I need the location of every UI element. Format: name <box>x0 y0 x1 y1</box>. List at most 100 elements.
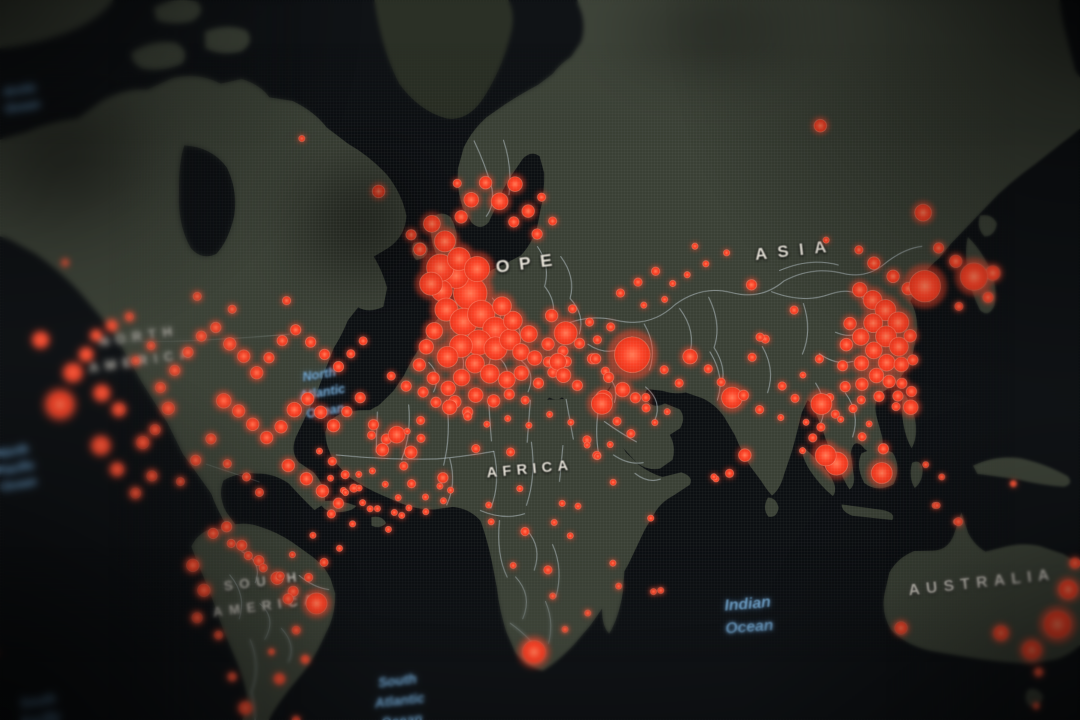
outbreak-dot[interactable] <box>421 493 430 501</box>
outbreak-dot[interactable] <box>555 367 572 383</box>
outbreak-dot[interactable] <box>366 430 377 440</box>
outbreak-dot[interactable] <box>938 473 946 481</box>
outbreak-dot[interactable] <box>327 456 337 466</box>
outbreak-dot[interactable] <box>254 487 265 498</box>
outbreak-dot[interactable] <box>446 486 455 494</box>
outbreak-dot[interactable] <box>993 625 1009 641</box>
outbreak-dot[interactable] <box>498 370 516 389</box>
outbreak-dot[interactable] <box>584 609 592 617</box>
outbreak-dot[interactable] <box>215 393 232 409</box>
outbreak-dot[interactable] <box>318 348 331 361</box>
outbreak-dot[interactable] <box>480 363 500 384</box>
outbreak-dot[interactable] <box>390 508 398 517</box>
outbreak-dot[interactable] <box>902 399 919 416</box>
outbreak-dot[interactable] <box>319 557 329 567</box>
outbreak-dot[interactable] <box>258 563 268 573</box>
outbreak-dot[interactable] <box>416 433 426 443</box>
outbreak-dot[interactable] <box>549 592 557 600</box>
outbreak-dot[interactable] <box>131 356 141 366</box>
outbreak-dot[interactable] <box>267 648 276 656</box>
outbreak-dot[interactable] <box>550 518 558 527</box>
outbreak-dot[interactable] <box>289 324 302 336</box>
outbreak-dot[interactable] <box>856 395 866 405</box>
outbreak-dot[interactable] <box>238 701 253 715</box>
outbreak-dot[interactable] <box>798 447 807 455</box>
outbreak-dot[interactable] <box>516 485 524 493</box>
outbreak-dot[interactable] <box>1033 667 1044 677</box>
outbreak-dot[interactable] <box>615 288 626 298</box>
outbreak-dot[interactable] <box>615 582 623 590</box>
outbreak-dot[interactable] <box>304 572 314 583</box>
outbreak-dot[interactable] <box>207 527 219 540</box>
outbreak-dot[interactable] <box>571 379 584 392</box>
outbreak-dot[interactable] <box>478 175 493 190</box>
outbreak-dot[interactable] <box>525 421 533 429</box>
outbreak-dot[interactable] <box>299 472 314 486</box>
outbreak-dot[interactable] <box>1032 702 1040 710</box>
outbreak-dot[interactable] <box>366 505 374 513</box>
outbreak-dot[interactable] <box>982 291 994 303</box>
outbreak-dot[interactable] <box>877 353 896 372</box>
outbreak-dot[interactable] <box>839 337 854 352</box>
outbreak-dot[interactable] <box>647 514 655 522</box>
outbreak-dot[interactable] <box>490 192 509 211</box>
outbreak-dot[interactable] <box>275 571 285 581</box>
outbreak-dot[interactable] <box>381 480 389 488</box>
outbreak-dot[interactable] <box>281 458 295 473</box>
outbreak-dot[interactable] <box>641 403 651 413</box>
outbreak-dot[interactable] <box>79 347 93 362</box>
outbreak-dot[interactable] <box>403 427 411 435</box>
outbreak-dot[interactable] <box>425 322 444 340</box>
outbreak-dot[interactable] <box>326 418 341 433</box>
outbreak-dot[interactable] <box>663 408 671 416</box>
outbreak-dot[interactable] <box>205 433 217 445</box>
outbreak-dot[interactable] <box>92 436 110 455</box>
outbreak-dot[interactable] <box>436 482 444 490</box>
outbreak-dot[interactable] <box>651 418 659 427</box>
outbreak-dot[interactable] <box>237 349 251 363</box>
outbreak-dot[interactable] <box>566 532 574 540</box>
outbreak-dot[interactable] <box>541 337 555 351</box>
outbreak-dot[interactable] <box>417 386 429 398</box>
outbreak-dot[interactable] <box>281 296 292 306</box>
outbreak-dot[interactable] <box>441 399 458 415</box>
outbreak-dot[interactable] <box>227 672 237 682</box>
outbreak-dot[interactable] <box>868 367 885 384</box>
outbreak-dot[interactable] <box>513 365 530 381</box>
outbreak-dot[interactable] <box>439 497 447 505</box>
outbreak-dot[interactable] <box>1058 579 1079 600</box>
outbreak-dot[interactable] <box>136 435 150 450</box>
outbreak-dot[interactable] <box>531 228 543 240</box>
outbreak-dot[interactable] <box>808 433 818 443</box>
outbreak-dot[interactable] <box>406 479 417 489</box>
outbreak-dot[interactable] <box>583 441 591 449</box>
outbreak-dot[interactable] <box>908 269 941 303</box>
outbreak-dot[interactable] <box>553 321 578 346</box>
outbreak-dot[interactable] <box>386 371 396 381</box>
outbreak-dot[interactable] <box>932 242 945 254</box>
outbreak-dot[interactable] <box>124 312 135 322</box>
outbreak-dot[interactable] <box>371 184 386 199</box>
outbreak-dot[interactable] <box>195 330 207 342</box>
outbreak-dot[interactable] <box>633 277 643 287</box>
outbreak-dot[interactable] <box>349 520 357 528</box>
outbreak-dot[interactable] <box>843 316 857 331</box>
outbreak-dot[interactable] <box>508 216 520 228</box>
outbreak-dot[interactable] <box>606 440 614 449</box>
outbreak-dot[interactable] <box>882 374 896 389</box>
outbreak-dot[interactable] <box>415 415 426 426</box>
outbreak-dot[interactable] <box>485 501 493 509</box>
outbreak-dot[interactable] <box>703 364 713 374</box>
outbreak-dot[interactable] <box>836 360 849 372</box>
outbreak-dot[interactable] <box>650 266 661 276</box>
outbreak-dot[interactable] <box>839 381 851 393</box>
outbreak-dot[interactable] <box>614 336 651 374</box>
outbreak-dot[interactable] <box>191 612 203 624</box>
outbreak-dot[interactable] <box>175 476 186 487</box>
outbreak-dot[interactable] <box>702 260 710 268</box>
outbreak-dot[interactable] <box>426 371 441 385</box>
outbreak-dot[interactable] <box>558 499 566 507</box>
outbreak-dot[interactable] <box>954 301 964 312</box>
outbreak-dot[interactable] <box>387 425 406 444</box>
